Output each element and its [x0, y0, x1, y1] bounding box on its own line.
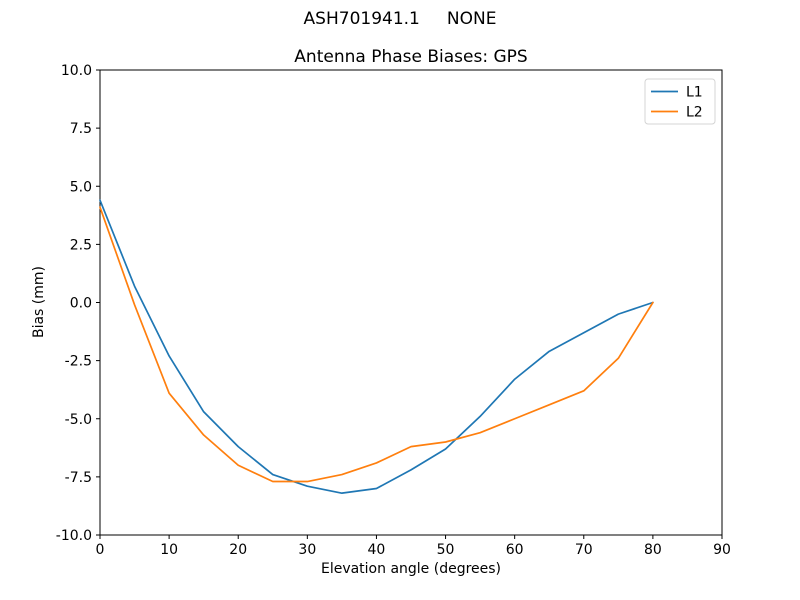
legend-box	[644, 78, 716, 125]
y-tick-label: 0.0	[70, 296, 92, 312]
y-tick-label: 7.5	[70, 121, 92, 137]
suptitle: ASH701941.1 NONE	[303, 9, 497, 29]
y-tick-label: 10.0	[61, 63, 92, 79]
y-tick-label: 5.0	[70, 179, 92, 195]
x-tick-label: 10	[160, 542, 178, 558]
y-tick-label: -2.5	[65, 354, 92, 370]
x-tick-label: 60	[506, 542, 524, 558]
x-tick-label: 80	[644, 542, 662, 558]
y-axis-label: Bias (mm)	[31, 265, 47, 339]
axes-title: Antenna Phase Biases: GPS	[294, 47, 528, 67]
x-tick-label: 50	[437, 542, 455, 558]
x-tick-label: 40	[368, 542, 386, 558]
series-line-L1	[99, 199, 654, 494]
x-axis-label: Elevation angle (degrees)	[320, 561, 502, 577]
y-tick-label: -7.5	[65, 470, 92, 486]
y-tick-label: -5.0	[65, 412, 92, 428]
x-tick-label: 20	[229, 542, 247, 558]
series-line-L2	[99, 206, 654, 483]
y-tick-label: -10.0	[56, 528, 92, 544]
plot-border	[99, 69, 723, 536]
x-tick-label: 70	[575, 542, 593, 558]
y-tick-label: 2.5	[70, 237, 92, 253]
x-tick-label: 30	[298, 542, 316, 558]
x-tick-label: 90	[713, 542, 731, 558]
legend-label-L2: L2	[686, 105, 703, 121]
legend-label-L1: L1	[686, 85, 703, 101]
x-tick-label: 0	[96, 542, 105, 558]
